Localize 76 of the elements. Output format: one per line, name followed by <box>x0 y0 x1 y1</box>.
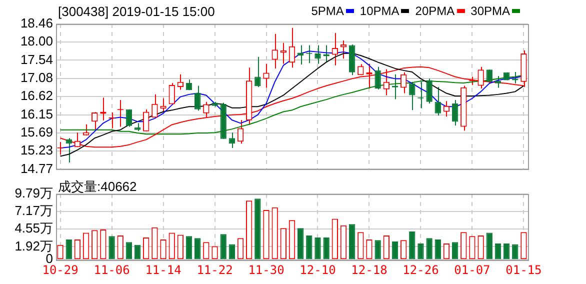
bar <box>392 242 398 260</box>
bar <box>126 242 132 260</box>
y-tick-label: 15.23 <box>20 142 53 158</box>
y-tick-label: 16.15 <box>20 106 53 122</box>
x-tick-label: 12-26 <box>402 262 439 277</box>
bar <box>503 244 510 260</box>
candlestick <box>374 66 381 90</box>
chart-title: [300438] 2019-01-15 15:00 <box>58 4 215 19</box>
bar <box>434 240 441 260</box>
bar <box>220 234 226 260</box>
bar <box>452 242 458 260</box>
candlestick <box>177 74 184 90</box>
x-tick-label: 11-22 <box>196 262 233 277</box>
bar <box>323 237 330 260</box>
legend-label: 10PMA <box>360 4 400 18</box>
candlestick <box>288 27 296 68</box>
y-tick-label: 7.17万 <box>14 203 53 218</box>
candlestick <box>494 75 502 88</box>
bar <box>194 238 201 260</box>
candlestick <box>297 44 304 66</box>
candlestick <box>254 56 261 88</box>
y-tick-label: 4.55万 <box>14 220 53 236</box>
y-tick-label: 1.92万 <box>14 238 53 254</box>
y-tick-label: 15.69 <box>20 124 53 140</box>
bar <box>426 238 432 260</box>
bar <box>297 228 304 260</box>
chart-title: 成交量:40662 <box>58 178 137 196</box>
candlestick <box>426 78 432 104</box>
bar <box>186 236 192 260</box>
bar <box>374 240 381 260</box>
y-tick-label: 17.08 <box>20 70 53 85</box>
x-tick-label: 11-30 <box>248 262 284 277</box>
x-tick-label: 01-07 <box>454 262 490 277</box>
bar <box>512 244 518 260</box>
y-tick-label: 16.62 <box>20 88 53 103</box>
candlestick <box>152 94 158 118</box>
candlestick <box>168 82 175 105</box>
y-tick-label: 18.46 <box>20 16 53 31</box>
candlestick <box>452 99 458 126</box>
candlestick <box>434 86 441 116</box>
bar <box>348 224 356 260</box>
legend-label: 30PMA <box>470 4 510 18</box>
bar <box>108 236 115 260</box>
candlestick <box>400 72 407 94</box>
candlestick <box>486 69 492 84</box>
bar <box>306 235 312 260</box>
bar <box>314 237 321 260</box>
bar <box>254 198 261 260</box>
y-tick-label: 17.54 <box>20 52 53 67</box>
x-tick-label: 11-06 <box>94 262 130 277</box>
legend-label: 20PMA <box>415 4 455 18</box>
x-tick-label: 12-18 <box>351 262 388 277</box>
bar <box>494 244 502 260</box>
legend-label: 5PMA <box>311 4 344 18</box>
candlestick <box>332 32 338 66</box>
bar <box>409 231 416 260</box>
candlestick <box>194 85 201 112</box>
y-tick-label: 18.00 <box>20 34 53 49</box>
candlestick <box>383 68 390 96</box>
x-tick-label: 12-10 <box>300 262 336 277</box>
bar <box>66 240 72 260</box>
candlestick <box>143 108 150 132</box>
x-tick-label: 11-14 <box>145 262 182 277</box>
candlestick <box>314 44 321 64</box>
y-tick-label: 14.77 <box>20 160 53 176</box>
x-tick-label: 01-15 <box>506 262 542 277</box>
bar <box>134 244 141 260</box>
candlestick <box>263 63 270 88</box>
bar <box>228 244 236 260</box>
bar <box>418 244 424 260</box>
candlestick <box>409 81 416 111</box>
candlestick <box>228 132 236 148</box>
y-tick-label: 9.79万 <box>14 186 53 201</box>
candlestick <box>126 108 132 128</box>
candlestick <box>237 120 244 144</box>
bar <box>486 232 492 260</box>
